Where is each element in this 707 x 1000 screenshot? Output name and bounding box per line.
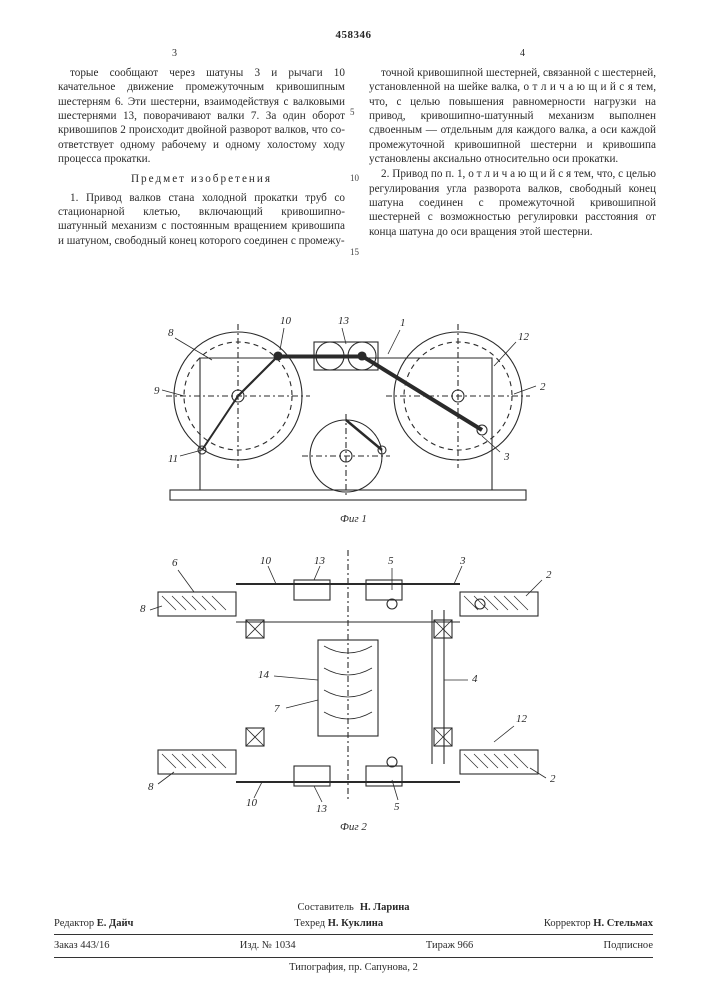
page-number-left: 3 [172,48,177,61]
fig2-label-7: 7 [274,703,280,715]
fig1-label-8: 8 [168,327,174,339]
footer-rule [54,934,653,935]
editor-label: Редактор [54,918,94,929]
fig2-label-13b: 13 [316,803,328,815]
fig2: 6 10 13 5 3 2 8 14 7 4 12 2 8 10 13 5 [140,550,556,833]
fig2-label-4: 4 [472,673,478,685]
fig2-label-14: 14 [258,669,270,681]
fig2-label-5: 5 [388,555,394,567]
fig1: 8 9 10 11 13 1 12 2 3 Фиг 1 [154,315,546,525]
paragraph: 1. Привод валков стана холодной прокатки… [58,191,345,248]
fig2-label-8b: 8 [148,781,154,793]
patent-page: 458346 3 4 5 10 15 торые сообщают через … [0,0,707,1000]
fig1-label-9: 9 [154,385,160,397]
compiler-name: Н. Ларина [360,901,410,914]
gutter-num: 15 [350,248,359,257]
page-number-right: 4 [520,48,525,61]
imprint-footer: Составитель Н. Ларина Редактор Е. Дайч Т… [54,900,653,974]
tirazh-label: Тираж [426,940,455,951]
techred-label: Техред [294,918,325,929]
fig2-label-13: 13 [314,555,326,567]
fig2-label-6: 6 [172,557,178,569]
paragraph: торые сообщают через шатуны 3 и рычаги 1… [58,66,345,166]
fig1-label-3: 3 [503,451,510,463]
izd-num: 1034 [275,940,296,951]
izd-label: Изд. № [240,940,272,951]
techred-name: Н. Куклина [328,918,383,929]
fig2-label-2: 2 [546,569,552,581]
fig2-label-8: 8 [140,603,146,615]
fig2-label-5b: 5 [394,801,400,813]
fig1-label-12: 12 [518,331,530,343]
fig1-caption: Фиг 1 [340,513,367,525]
corrector-name: Н. Стельмах [593,918,653,929]
text-columns: торые сообщают через шатуны 3 и рычаги 1… [58,66,656,249]
fig2-label-2b: 2 [550,773,556,785]
fig2-label-3: 3 [459,555,466,567]
left-column: торые сообщают через шатуны 3 и рычаги 1… [58,66,345,249]
subscript: Подписное [604,939,653,952]
claims-heading: Предмет изобретения [58,172,345,186]
fig1-label-2: 2 [540,381,546,393]
compiler-label: Составитель [297,901,353,914]
fig1-label-11: 11 [168,453,178,465]
fig2-caption: Фиг 2 [340,821,367,833]
fig1-label-10: 10 [280,315,292,327]
fig1-label-1: 1 [400,317,406,329]
tirazh-num: 966 [457,940,473,951]
right-column: точной кривошипной шестерней, связанной … [369,66,656,249]
order-label: Заказ [54,940,78,951]
editor-name: Е. Дайч [97,918,134,929]
order-num: 443/16 [80,940,109,951]
fig2-label-10: 10 [260,555,272,567]
paragraph: 2. Привод по п. 1, о т л и ч а ю щ и й с… [369,167,656,239]
paragraph: точной кривошипной шестерней, связанной … [369,66,656,166]
fig2-label-10b: 10 [246,797,258,809]
printer-line: Типография, пр. Сапунова, 2 [54,961,653,974]
mechanical-drawing-svg: 8 9 10 11 13 1 12 2 3 Фиг 1 [62,300,648,836]
footer-rule [54,957,653,958]
corrector-label: Корректор [544,918,591,929]
fig1-label-13: 13 [338,315,350,327]
fig2-label-12: 12 [516,713,528,725]
figures-block: 8 9 10 11 13 1 12 2 3 Фиг 1 [62,300,648,836]
document-number: 458346 [0,28,707,42]
